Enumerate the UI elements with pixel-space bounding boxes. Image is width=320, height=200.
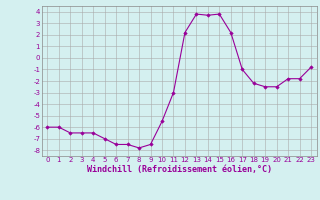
X-axis label: Windchill (Refroidissement éolien,°C): Windchill (Refroidissement éolien,°C) bbox=[87, 165, 272, 174]
